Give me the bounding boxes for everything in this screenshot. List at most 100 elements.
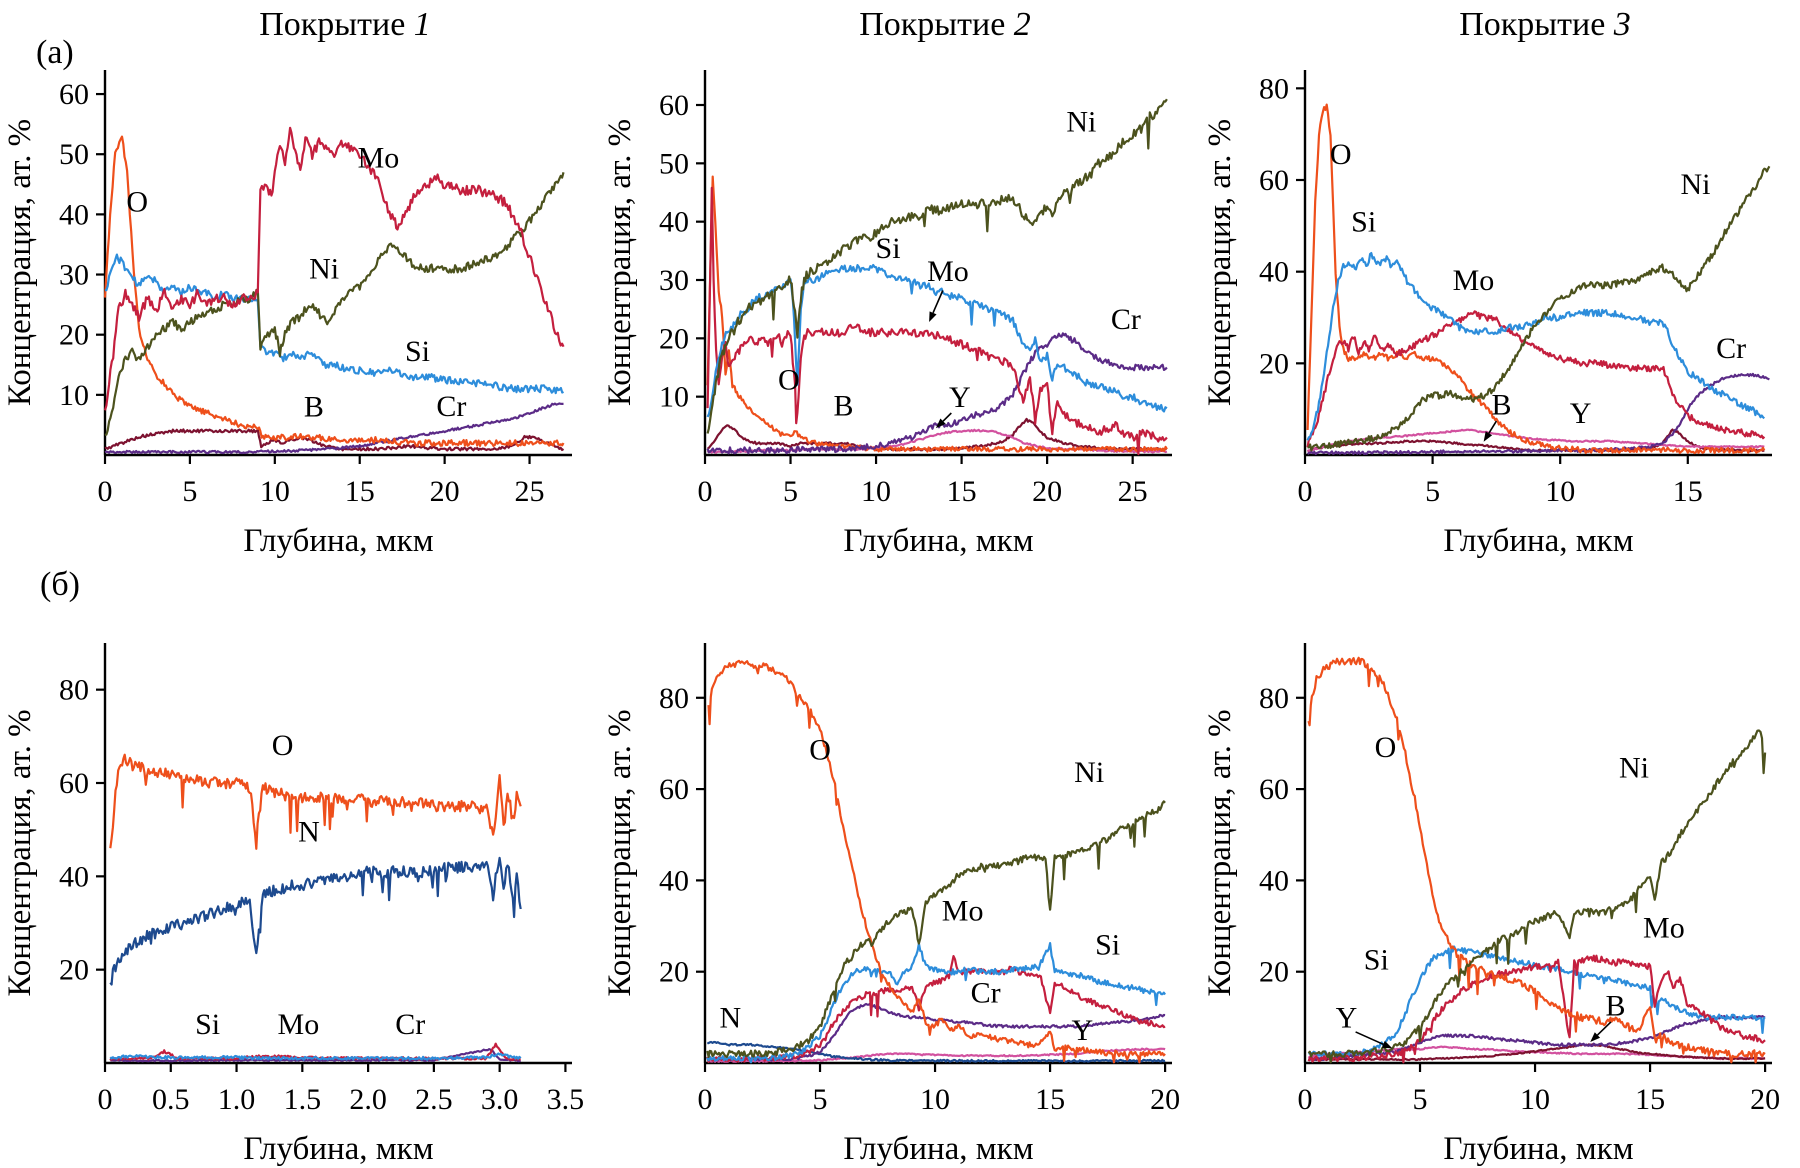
element-label-Si: Si xyxy=(1364,943,1389,976)
y-tick-label: 40 xyxy=(59,860,89,893)
x-tick-label: 25 xyxy=(1118,475,1148,508)
element-label-N: N xyxy=(298,815,320,848)
x-tick-label: 10 xyxy=(920,1083,950,1116)
row-label-a: (а) xyxy=(36,34,74,71)
x-axis-label: Глубина, мкм xyxy=(1443,1131,1633,1167)
series-line-Cr xyxy=(1306,372,1770,456)
annotation-arrow-head xyxy=(1590,1032,1601,1042)
element-label-Cr: Cr xyxy=(1716,332,1746,365)
row-label-b: (б) xyxy=(40,566,80,603)
series-line-N xyxy=(707,1040,1166,1063)
x-tick-label: 10 xyxy=(260,475,290,508)
y-tick-label: 20 xyxy=(59,319,89,352)
panel-b2: 0 5 10 15 20 20 40 60 80 Глубина, мкм Концентрация… xyxy=(600,560,1200,1168)
series-line-B xyxy=(1308,1043,1766,1062)
series-line-Mo xyxy=(706,955,1166,1063)
x-axis-label: Глубина, мкм xyxy=(243,523,433,559)
annotation-arrow xyxy=(932,290,944,314)
column-title-2-number: 2 xyxy=(1013,6,1031,43)
series-line-Ni xyxy=(706,800,1166,1059)
x-tick-label: 5 xyxy=(813,1083,828,1116)
x-axis-label: Глубина, мкм xyxy=(1443,523,1633,559)
series-line-Cr xyxy=(1307,1014,1766,1062)
element-label-Ni: Ni xyxy=(1074,756,1104,789)
x-tick-label: 5 xyxy=(1425,475,1440,508)
y-axis-label: Концентрация, ат. % xyxy=(602,709,638,996)
x-tick-label: 0 xyxy=(698,475,713,508)
x-tick-label: 10 xyxy=(861,475,891,508)
element-label-Si: Si xyxy=(1095,928,1120,961)
element-label-B: B xyxy=(1491,389,1511,422)
series-line-Si xyxy=(706,263,1168,418)
x-tick-label: 20 xyxy=(1150,1083,1180,1116)
column-title-3-number: 3 xyxy=(1613,6,1631,43)
column-title-3-text: Покрытие xyxy=(1459,6,1606,43)
element-label-N: N xyxy=(719,1001,741,1034)
x-tick-label: 20 xyxy=(430,475,460,508)
series-line-Mo xyxy=(1307,954,1766,1064)
series-line-Mo xyxy=(1306,310,1766,448)
element-label-Mo: Mo xyxy=(927,255,969,288)
y-axis-label: Концентрация, ат. % xyxy=(2,709,38,996)
annotation-arrow xyxy=(942,412,952,422)
element-label-Si: Si xyxy=(1351,205,1376,238)
column-title-2-text: Покрытие xyxy=(859,6,1006,43)
series-line-Mo xyxy=(706,186,1168,456)
element-label-Y: Y xyxy=(1570,397,1592,430)
series-line-O xyxy=(707,659,1166,1064)
y-axis-label: Концентрация, ат. % xyxy=(1202,119,1238,406)
element-label-Mo: Mo xyxy=(1453,264,1495,297)
y-tick-label: 10 xyxy=(59,379,89,412)
x-tick-label: 3.0 xyxy=(481,1083,519,1116)
annotation-arrow xyxy=(1596,1021,1612,1036)
x-tick-label: 5 xyxy=(182,475,197,508)
element-label-B: B xyxy=(304,391,324,424)
series-line-O xyxy=(706,175,1168,453)
x-tick-label: 15 xyxy=(1673,475,1703,508)
x-tick-label: 15 xyxy=(1635,1083,1665,1116)
y-tick-label: 80 xyxy=(1259,682,1289,715)
series-line-Cr xyxy=(109,1048,521,1063)
chart-coating1-row-a: 0 5 10 15 20 25 10 20 30 40 50 60 Глубина, мкм Концен… xyxy=(2,70,572,559)
element-label-O: O xyxy=(126,185,148,218)
y-axis-label: Концентрация, ат. % xyxy=(1202,709,1238,996)
column-title-1: Покрытие 1 xyxy=(259,6,431,44)
y-tick-label: 60 xyxy=(659,773,689,806)
x-tick-label: 5 xyxy=(783,475,798,508)
x-tick-label: 1.0 xyxy=(218,1083,256,1116)
element-label-Ni: Ni xyxy=(309,253,339,286)
y-tick-label: 20 xyxy=(1259,347,1289,380)
element-label-O: O xyxy=(1375,731,1397,764)
element-label-O: O xyxy=(778,364,800,397)
series-line-Ni xyxy=(1307,729,1767,1064)
element-label-Mo: Mo xyxy=(1643,911,1685,944)
panel-a2: Покрытие 2 0 5 10 15 20 25 10 20 30 40 50 60 Глубина… xyxy=(600,0,1200,560)
chart-coating2-row-a: 0 5 10 15 20 25 10 20 30 40 50 60 Глубина, мкм Концен… xyxy=(602,70,1172,559)
y-tick-label: 20 xyxy=(659,956,689,989)
y-tick-label: 20 xyxy=(59,954,89,987)
element-label-Mo: Mo xyxy=(278,1008,320,1041)
panel-a3: Покрытие 3 0 5 10 15 20 40 60 80 Глубина, мкм Кон… xyxy=(1200,0,1800,560)
series-line-Si xyxy=(109,1052,522,1061)
column-title-1-text: Покрытие xyxy=(259,6,406,43)
x-tick-label: 2.0 xyxy=(349,1083,387,1116)
element-label-O: O xyxy=(272,729,294,762)
y-tick-label: 40 xyxy=(1259,864,1289,897)
series-line-O xyxy=(103,135,565,448)
element-label-Y: Y xyxy=(1336,1001,1358,1034)
y-tick-label: 50 xyxy=(59,138,89,171)
x-tick-label: 10 xyxy=(1545,475,1575,508)
series-line-Si xyxy=(1306,252,1766,441)
series-line-Si xyxy=(706,942,1166,1064)
series-line-N xyxy=(109,856,522,986)
series-line-O xyxy=(1307,656,1766,1064)
series-line-Cr xyxy=(706,332,1168,455)
series-line-B xyxy=(104,428,565,452)
x-tick-label: 2.5 xyxy=(415,1083,453,1116)
series-line-Cr xyxy=(104,402,564,455)
chart-coating3-row-a: 0 5 10 15 20 40 60 80 Глубина, мкм Концентрация, … xyxy=(1202,70,1772,559)
x-tick-label: 15 xyxy=(345,475,375,508)
x-axis-label: Глубина, мкм xyxy=(843,523,1033,559)
x-axis-label: Глубина, мкм xyxy=(243,1131,433,1167)
